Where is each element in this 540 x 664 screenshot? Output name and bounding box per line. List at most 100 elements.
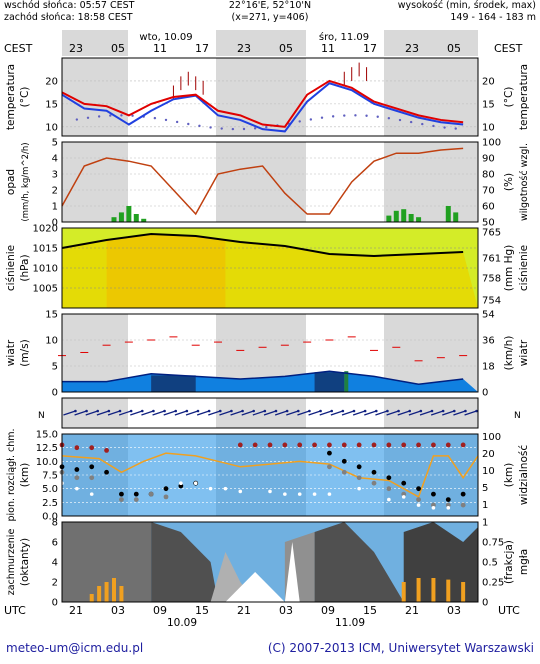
tick-label: 80 bbox=[482, 170, 495, 181]
visibility-dot bbox=[416, 442, 421, 448]
footer-copyright: (C) 2007-2013 ICM, Uniwersytet Warszawsk… bbox=[268, 641, 534, 655]
wind-arrow bbox=[419, 410, 433, 416]
visibility-dot bbox=[267, 442, 273, 448]
tick-label: 7.5 bbox=[42, 471, 58, 482]
visibility-dot bbox=[297, 492, 302, 496]
visibility-dot bbox=[282, 442, 288, 448]
axis-label: (mm Hg) bbox=[503, 245, 515, 292]
wind-arrow bbox=[397, 410, 410, 416]
wind-arrow bbox=[85, 410, 98, 416]
visibility-dot bbox=[401, 495, 406, 499]
tick-label: 0 bbox=[52, 218, 58, 229]
visibility-dot bbox=[431, 491, 436, 497]
wind-arrow-head bbox=[107, 409, 111, 413]
wind-arrow bbox=[208, 410, 221, 416]
wind-arrow-head bbox=[140, 409, 144, 413]
dewpoint-dot bbox=[242, 127, 246, 131]
rain-bar bbox=[416, 217, 422, 222]
footer-email[interactable]: meteo-um@icm.edu.pl bbox=[6, 641, 143, 655]
tick-label: 10 bbox=[45, 336, 58, 347]
wind-arrow bbox=[286, 410, 299, 416]
dewpoint-dot bbox=[86, 116, 90, 120]
wind-arrow-head bbox=[296, 409, 300, 413]
wind-arrow bbox=[107, 410, 121, 416]
axis-label: opad bbox=[5, 169, 17, 195]
fog-bar bbox=[416, 578, 421, 602]
visibility-dot bbox=[312, 492, 317, 496]
tick-label: 20 bbox=[45, 76, 58, 87]
tick-label: 36 bbox=[482, 336, 495, 347]
wind-arrow-head bbox=[308, 409, 311, 413]
wind-arrow bbox=[118, 410, 132, 416]
bottom-tick-label: 03 bbox=[111, 604, 125, 617]
tick-label: 100 bbox=[482, 432, 501, 443]
visibility-dot bbox=[283, 492, 287, 496]
panel-border bbox=[61, 397, 479, 429]
elevation-values: 149 - 164 - 183 m bbox=[450, 12, 536, 23]
wind-arrow-head bbox=[430, 409, 434, 413]
axis-label: wiatr bbox=[5, 339, 17, 366]
tz-label-left: CEST bbox=[4, 42, 33, 55]
dewpoint-dot bbox=[421, 122, 424, 126]
tick-label: 5 bbox=[52, 362, 58, 373]
fog-bar bbox=[104, 582, 109, 602]
visibility-dot bbox=[104, 448, 109, 453]
tick-label: 1015 bbox=[33, 244, 58, 255]
wind-arrow bbox=[196, 410, 210, 416]
tick-label: 1 bbox=[52, 202, 58, 213]
top-tick-label: 05 bbox=[279, 42, 293, 55]
visibility-dot bbox=[89, 492, 94, 496]
dewpoint-dot bbox=[220, 127, 223, 130]
visibility-dot bbox=[356, 442, 362, 448]
axis-label: temperatura bbox=[5, 64, 17, 130]
axis-label: wilgotność wzgl. bbox=[519, 143, 530, 221]
rain-bar bbox=[118, 212, 124, 222]
axis-label: (°C) bbox=[503, 87, 515, 108]
night-band bbox=[216, 142, 306, 222]
visibility-dot bbox=[179, 481, 183, 486]
axis-label: (km) bbox=[19, 463, 31, 488]
fog-bar bbox=[461, 582, 466, 602]
visibility-dot bbox=[356, 475, 362, 481]
axis-label: ciśnienie bbox=[5, 245, 17, 291]
tick-label: 2 bbox=[52, 578, 58, 589]
wind-arrow bbox=[163, 410, 176, 416]
visibility-dot bbox=[327, 492, 332, 496]
bottom-tick-label: 03 bbox=[279, 604, 293, 617]
utc-label-left: UTC bbox=[4, 604, 26, 617]
wind-arrow bbox=[230, 410, 243, 416]
tick-label: 0 bbox=[482, 598, 488, 609]
panel-border bbox=[61, 313, 479, 393]
visibility-dot bbox=[268, 489, 272, 494]
rain-bar bbox=[401, 209, 407, 222]
tick-label: 15 bbox=[482, 99, 495, 110]
visibility-dot bbox=[387, 497, 391, 502]
wind-arrow bbox=[386, 410, 399, 416]
top-tick-label: 11 bbox=[153, 42, 167, 55]
wind-arrow bbox=[274, 410, 288, 416]
dewpoint-dot bbox=[343, 114, 346, 117]
visibility-dot bbox=[416, 503, 421, 507]
tick-label: 10 bbox=[45, 122, 58, 133]
panel-precip: 0 1 2 3 4 5 50 60 70 80 90 100 opad (mm/h, kg/m^2/h) (… bbox=[5, 138, 530, 229]
visibility-dot bbox=[341, 458, 347, 464]
tick-label: 5 bbox=[52, 138, 58, 149]
wind-arrow-head bbox=[96, 409, 100, 413]
cloud-area bbox=[403, 522, 478, 602]
tick-label: 15.0 bbox=[36, 430, 58, 441]
tick-label: 50 bbox=[482, 218, 495, 229]
dewpoint-dot bbox=[354, 114, 357, 117]
visibility-dot bbox=[208, 486, 213, 491]
wind-arrow bbox=[375, 410, 388, 416]
axis-label: (hPa) bbox=[19, 254, 31, 281]
tick-label: 0 bbox=[52, 388, 58, 399]
visibility-dot bbox=[238, 489, 243, 494]
bottom-tick-label: 03 bbox=[447, 604, 461, 617]
wind-arrow-head bbox=[397, 409, 400, 413]
tick-label: 2 bbox=[52, 186, 58, 197]
visibility-dot bbox=[386, 475, 392, 481]
cloud-area bbox=[284, 542, 300, 602]
tick-label: 100 bbox=[482, 138, 501, 149]
